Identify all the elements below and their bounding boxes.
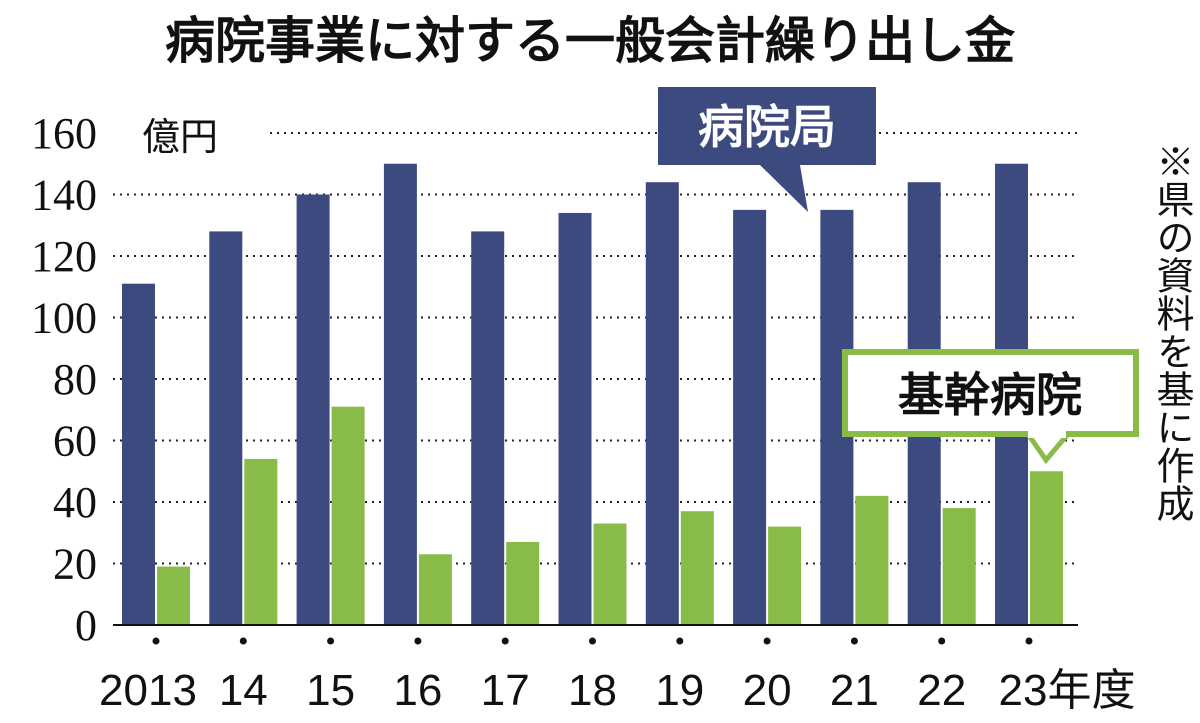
x-axis-ticks: 2013 14 15 16 17 18 19 20 21 22 23年度 — [99, 637, 1136, 715]
x-tick-mark — [152, 637, 160, 645]
x-tick-label: 16 — [393, 666, 442, 715]
x-tick-mark — [1025, 637, 1033, 645]
bar-core-hospital-16 — [418, 554, 452, 625]
x-tick-mark — [327, 637, 335, 645]
y-tick-label: 0 — [75, 601, 97, 650]
y-tick-label: 60 — [53, 417, 97, 466]
x-tick-mark — [414, 637, 422, 645]
bar-core-hospital-19 — [680, 511, 714, 625]
bar-core-hospital-17 — [506, 541, 540, 625]
bar-hospital-bureau-16 — [383, 163, 417, 625]
x-tick-mark — [501, 637, 509, 645]
grid-lines — [113, 132, 1078, 565]
series-label-hospital-bureau: 病院局 — [658, 87, 876, 212]
bar-hospital-bureau-18 — [558, 212, 592, 625]
bar-core-hospital-14 — [244, 458, 278, 625]
series-label-core-hospital: 基幹病院 — [842, 349, 1139, 465]
bar-core-hospital-18 — [593, 523, 627, 625]
chart-title: 病院事業に対する一般会計繰り出し金 — [165, 12, 1016, 70]
bar-core-hospital-2013 — [157, 566, 190, 625]
y-tick-label: 40 — [53, 478, 97, 527]
x-tick-label: 15 — [306, 666, 355, 715]
x-tick-label: 20 — [743, 666, 792, 715]
series-label-hospital-bureau-pointer — [760, 165, 808, 212]
series-label-hospital-bureau-box — [658, 87, 876, 165]
bar-hospital-bureau-2013 — [122, 283, 155, 625]
y-tick-label: 160 — [31, 109, 97, 158]
x-tick-mark — [763, 637, 771, 645]
x-tick-label: 14 — [219, 666, 268, 715]
x-tick-label: 2013 — [99, 666, 197, 715]
bar-core-hospital-22 — [942, 508, 976, 625]
y-tick-label: 20 — [53, 540, 97, 589]
bar-hospital-bureau-17 — [471, 231, 505, 625]
series-label-core-hospital-box — [842, 349, 1139, 437]
bar-hospital-bureau-14 — [209, 231, 243, 625]
y-axis-unit: 億円 — [142, 115, 218, 159]
x-tick-mark — [676, 637, 684, 645]
y-tick-label: 140 — [31, 171, 97, 220]
x-tick-label: 21 — [830, 666, 879, 715]
series-label-hospital-bureau-text: 病院局 — [698, 100, 836, 154]
series-label-core-hospital-pointer-joint — [1028, 430, 1066, 438]
bar-core-hospital-23 — [1030, 471, 1063, 625]
bar-hospital-bureau-20 — [733, 209, 767, 625]
bar-core-hospital-15 — [331, 406, 365, 625]
x-tick-label: 17 — [481, 666, 530, 715]
bar-hospital-bureau-15 — [296, 194, 330, 625]
x-tick-label: 22 — [917, 666, 966, 715]
x-tick-label: 23年度 — [999, 666, 1136, 715]
source-note: ※県の資料を基に作成 — [1150, 142, 1194, 522]
bar-hospital-bureau-19 — [645, 182, 679, 625]
x-tick-mark — [850, 637, 858, 645]
x-tick-mark — [589, 637, 596, 645]
x-tick-mark — [239, 637, 247, 645]
bar-core-hospital-21 — [855, 495, 889, 625]
y-axis-ticks: 0 20 40 60 80 100 120 140 160 — [31, 109, 97, 650]
y-tick-label: 120 — [31, 232, 97, 281]
x-tick-mark — [938, 637, 946, 645]
series-label-core-hospital-text: 基幹病院 — [898, 368, 1082, 422]
bars — [122, 163, 1063, 625]
x-tick-label: 19 — [655, 666, 704, 715]
bar-core-hospital-20 — [768, 526, 802, 625]
y-tick-label: 80 — [53, 355, 97, 404]
x-tick-label: 18 — [568, 666, 617, 715]
y-tick-label: 100 — [31, 294, 97, 343]
